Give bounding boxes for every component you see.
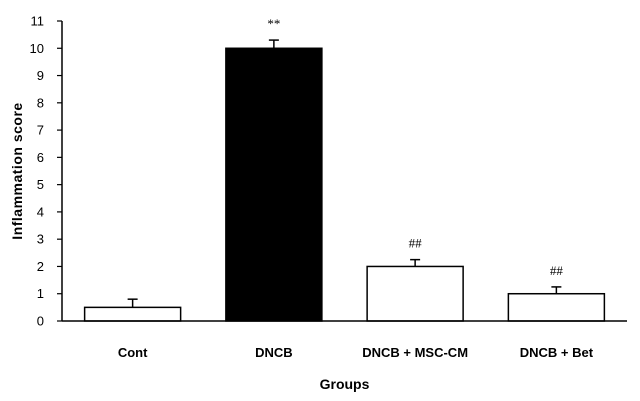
error-bars — [127, 39, 562, 308]
y-axis-title: Inflammation score — [9, 102, 25, 239]
significance-marker: ## — [550, 263, 564, 278]
y-tick-label: 2 — [37, 259, 44, 274]
y-tick-label: 10 — [30, 41, 44, 56]
y-tick-label: 7 — [37, 123, 44, 138]
category-label: Cont — [118, 345, 148, 360]
y-axis-ticks: 0 1 2 3 4 5 6 7 8 9 10 11 — [30, 14, 62, 329]
y-tick-label: 1 — [37, 286, 44, 301]
y-tick-label: 5 — [37, 177, 44, 192]
y-tick-label: 6 — [37, 150, 44, 165]
y-tick-label: 4 — [37, 204, 44, 219]
bars — [83, 47, 606, 322]
x-axis-title: Groups — [320, 376, 370, 392]
bar — [366, 265, 464, 322]
bar — [225, 47, 323, 322]
y-tick-label: 8 — [37, 95, 44, 110]
bar — [507, 292, 606, 322]
x-axis-category-labels: Cont DNCB DNCB + MSC-CM DNCB + Bet — [118, 345, 594, 360]
bar — [83, 306, 182, 322]
category-label: DNCB + Bet — [520, 345, 594, 360]
category-label: DNCB — [255, 345, 293, 360]
y-tick-label: 9 — [37, 68, 44, 83]
significance-marker: ** — [267, 16, 280, 31]
y-tick-label: 11 — [31, 14, 45, 29]
significance-annotations: ** ## ## — [267, 16, 563, 278]
y-tick-label: 3 — [37, 232, 44, 247]
category-label: DNCB + MSC-CM — [362, 345, 468, 360]
y-tick-label: 0 — [37, 314, 44, 329]
significance-marker: ## — [409, 236, 423, 251]
